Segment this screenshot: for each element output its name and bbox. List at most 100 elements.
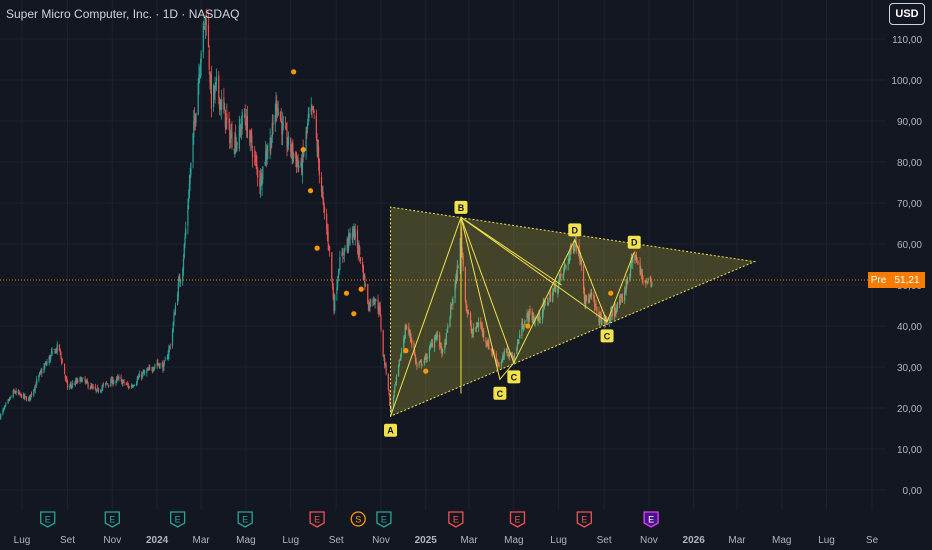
candle-body xyxy=(465,301,467,307)
candle-body xyxy=(339,257,341,271)
candle-body xyxy=(213,85,215,108)
earnings-event-marker[interactable] xyxy=(237,511,253,528)
candle-body xyxy=(318,158,320,176)
candle-body xyxy=(377,299,379,310)
candle-body xyxy=(158,363,160,368)
candle-body xyxy=(400,351,403,354)
candle-body xyxy=(384,357,386,365)
candle-body xyxy=(161,364,163,365)
candle-body xyxy=(249,131,251,142)
candle-body xyxy=(528,309,530,322)
currency-button[interactable]: USD xyxy=(889,3,925,25)
candle-body xyxy=(7,399,9,404)
candle-body xyxy=(343,248,345,256)
earnings-event-marker[interactable] xyxy=(509,511,526,528)
candle-body xyxy=(49,356,51,360)
candle-body xyxy=(599,313,602,315)
candle-body xyxy=(291,144,293,156)
candle-body xyxy=(270,140,273,148)
candle-body xyxy=(408,327,410,334)
pattern-point-badge xyxy=(627,235,641,249)
candle-body xyxy=(552,289,555,292)
candle-body xyxy=(378,306,381,312)
candle-body xyxy=(225,117,227,130)
candle-body xyxy=(66,381,69,389)
candle-body xyxy=(218,75,220,98)
candle-body xyxy=(25,396,27,397)
earnings-event-marker[interactable] xyxy=(643,511,659,528)
x-tick-label: Mar xyxy=(460,535,478,546)
candle-body xyxy=(409,333,411,338)
candle-body xyxy=(210,74,213,109)
pattern-point-label: C xyxy=(497,389,504,399)
candle-body xyxy=(582,266,585,290)
earnings-event-marker[interactable] xyxy=(169,511,186,528)
candle-body xyxy=(168,348,170,355)
candle-body xyxy=(250,130,252,137)
candle-body xyxy=(486,342,488,345)
candle-body xyxy=(651,282,653,285)
candle-body xyxy=(55,348,58,352)
candle-body xyxy=(33,389,36,390)
candle-body xyxy=(482,330,484,334)
earnings-event-marker[interactable] xyxy=(448,511,464,528)
candle-body xyxy=(373,299,375,304)
candle-body xyxy=(282,122,284,135)
candle-body xyxy=(472,327,475,334)
candle-body xyxy=(364,275,366,287)
candle-body xyxy=(2,409,4,414)
candle-body xyxy=(125,383,127,385)
candle-body xyxy=(39,371,41,373)
candle-body xyxy=(197,82,199,116)
x-tick-label: Set xyxy=(597,535,612,546)
candle-body xyxy=(105,382,108,384)
candle-body xyxy=(130,386,132,388)
candle-body xyxy=(262,166,264,180)
candle-body xyxy=(621,296,623,298)
candle-body xyxy=(20,393,22,398)
candle-body xyxy=(285,128,287,131)
candle-body xyxy=(630,257,632,268)
candle-body xyxy=(14,391,16,393)
earnings-event-marker[interactable] xyxy=(376,511,392,528)
candle-body xyxy=(251,135,253,148)
y-tick-label: 100,00 xyxy=(891,76,922,87)
candle-body xyxy=(251,150,254,158)
candle-body xyxy=(259,178,261,188)
candle-body xyxy=(637,260,639,265)
candle-body xyxy=(63,363,66,375)
candle-body xyxy=(298,165,300,168)
candle-body xyxy=(490,348,492,350)
candle-body xyxy=(272,122,274,126)
candle-body xyxy=(50,352,52,354)
candle-body xyxy=(133,384,135,386)
candle-body xyxy=(362,265,364,280)
earnings-event-marker[interactable] xyxy=(104,511,120,528)
candle-body xyxy=(215,77,218,81)
split-event-marker[interactable] xyxy=(350,511,366,527)
candle-body xyxy=(23,394,25,398)
candle-body xyxy=(146,370,148,373)
earnings-event-marker[interactable] xyxy=(309,511,325,528)
x-tick-label: Nov xyxy=(103,535,121,546)
candle-body xyxy=(466,311,469,314)
time-axis[interactable]: Lug Set Nov 2024 Mar Mag Lug Set Nov 2025 Mar Mag Lu… xyxy=(14,535,879,546)
candle-body xyxy=(439,342,442,346)
candle-body xyxy=(123,380,125,384)
candle-body xyxy=(177,294,179,305)
earnings-event-marker[interactable] xyxy=(576,511,592,528)
earnings-event-marker[interactable] xyxy=(40,511,56,528)
candle-body xyxy=(79,377,81,382)
candle-body xyxy=(44,363,47,365)
candle-body xyxy=(248,137,251,139)
candle-body xyxy=(521,322,523,337)
candle-body xyxy=(444,342,446,350)
price-axis[interactable]: 0,0010,0020,0030,0040,0050,0060,0070,008… xyxy=(891,35,922,497)
candle-body xyxy=(111,378,113,384)
x-tick-label: Lug xyxy=(282,535,299,546)
candle-body xyxy=(491,349,493,353)
candle-body xyxy=(497,363,500,365)
